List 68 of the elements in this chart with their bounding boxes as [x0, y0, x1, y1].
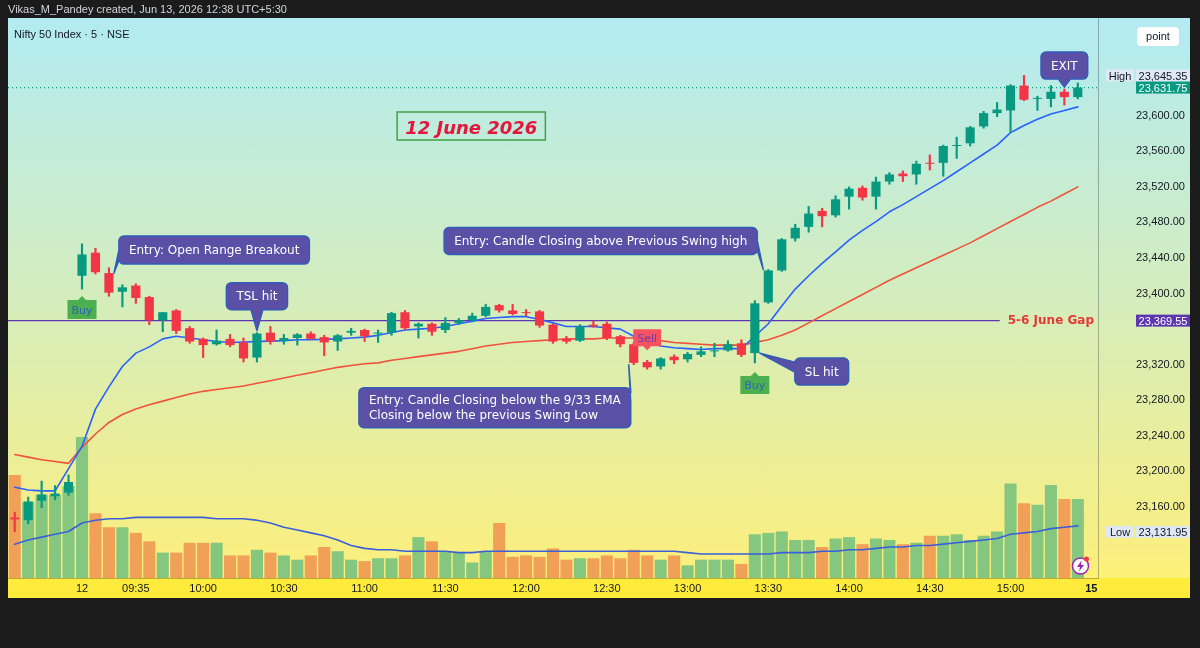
x-tick-label: 13:30 — [754, 581, 783, 594]
x-tick-label: 11:30 — [431, 581, 459, 594]
bar — [668, 555, 681, 578]
x-tick-label: 14:00 — [835, 581, 863, 594]
y-tick-label: 23,200.00 — [1136, 464, 1185, 477]
bar — [735, 563, 748, 578]
annotation: Buy — [744, 378, 766, 392]
annotation: EXIT — [1051, 58, 1079, 73]
annotation: Buy — [71, 303, 94, 317]
x-tick-label: 15 — [1085, 581, 1098, 594]
annotation: TSL hit — [235, 289, 278, 304]
y-tick-label: 23,560.00 — [1136, 144, 1185, 157]
bar — [116, 527, 129, 578]
y-tick-label: 23,160.00 — [1136, 499, 1185, 512]
annotation: Entry: Open Range Breakout — [128, 243, 300, 258]
bar — [479, 551, 492, 578]
bar — [210, 542, 223, 578]
y-tick-label: 23,400.00 — [1136, 286, 1185, 299]
bar — [587, 558, 600, 578]
y-tick-label: 23,280.00 — [1136, 393, 1185, 406]
annotation: Entry: Candle Closing below the 9/33 EMA Closing below the previous Swing Low — [368, 393, 622, 423]
x-tick-label: 10:30 — [270, 581, 298, 594]
bar — [439, 551, 452, 578]
bar — [816, 546, 829, 578]
bar — [573, 558, 586, 578]
text: Nifty 50 Index · 5 · NSE — [14, 28, 130, 41]
bar — [856, 544, 869, 578]
y-tick-label: 23,600.00 — [1136, 108, 1185, 121]
bar — [802, 539, 815, 578]
bar — [264, 552, 277, 578]
bar — [493, 523, 506, 578]
bar — [425, 541, 438, 578]
bar — [896, 544, 909, 578]
x-tick-label: 11:00 — [351, 581, 378, 594]
x-tick-label: 10:00 — [189, 581, 217, 594]
bar — [250, 549, 264, 578]
bar — [1058, 499, 1071, 578]
bar — [358, 561, 371, 578]
x-tick-label: 12:30 — [593, 581, 621, 594]
candlestick — [1032, 95, 1043, 111]
x-tick-label: 12:00 — [512, 581, 540, 594]
candlestick — [709, 343, 720, 357]
bar — [8, 475, 21, 578]
bar — [910, 542, 923, 578]
x-tick-label: 12 — [75, 581, 89, 594]
y-tick-label: 23,320.00 — [1136, 357, 1185, 370]
annotation: Sell — [637, 331, 658, 345]
ref-line-label: 5-6 June Gap — [1007, 312, 1095, 327]
text: Vikas_M_Pandey created, Jun 13, 2026 12:38 UTC+5:30 — [8, 2, 287, 16]
bar — [156, 552, 169, 578]
y-tick-label: 23,480.00 — [1136, 215, 1185, 228]
y-tick-label: 23,240.00 — [1136, 428, 1185, 441]
y-tick-label: 23,440.00 — [1136, 251, 1185, 264]
x-tick-label: 09:35 — [122, 581, 150, 594]
bar — [654, 559, 667, 578]
bar — [923, 535, 936, 578]
x-tick-label: 14:30 — [916, 581, 944, 594]
bar — [398, 555, 412, 578]
bar — [170, 552, 183, 578]
text: 12 June 2026 — [405, 116, 538, 138]
annotation: Entry: Candle Closing above Previous Swing high — [454, 234, 748, 249]
x-tick-label: 13:00 — [673, 581, 702, 594]
bar — [937, 535, 950, 578]
bar — [1017, 503, 1031, 578]
y-tick-label: 23,520.00 — [1136, 179, 1185, 192]
bar — [412, 537, 425, 578]
annotation: SL hit — [804, 364, 839, 379]
x-tick-label: 15:00 — [996, 581, 1025, 594]
